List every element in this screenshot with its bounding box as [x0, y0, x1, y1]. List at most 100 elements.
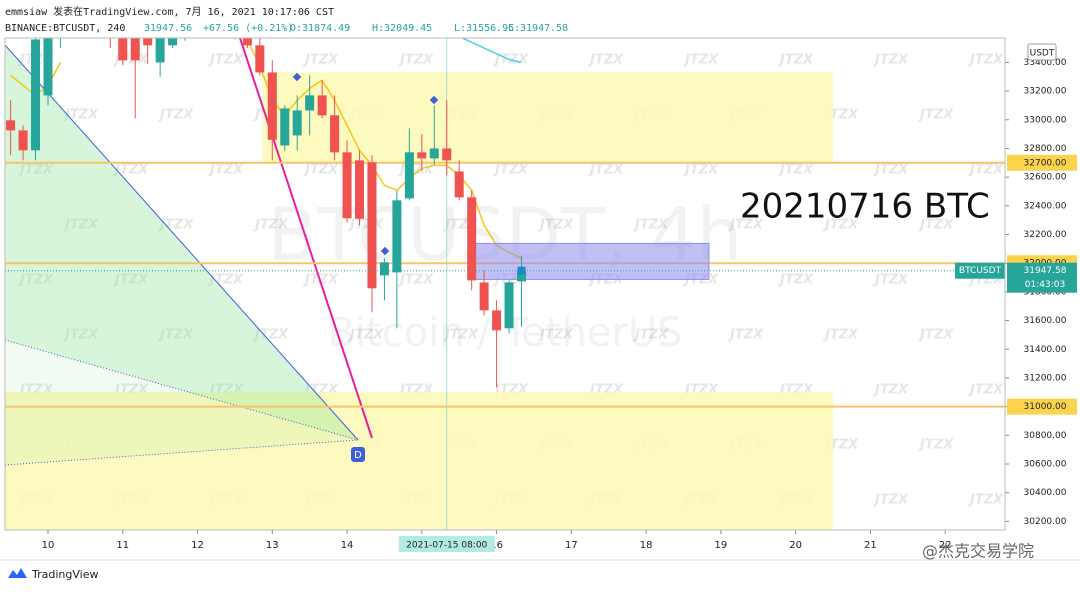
- fan-line: [5, 44, 359, 441]
- stamp: JTZX: [822, 328, 859, 343]
- credit: @杰克交易学院: [922, 542, 1034, 561]
- stamp: JTZX: [777, 163, 814, 178]
- candle-body: [492, 310, 502, 331]
- candle-body: [479, 282, 489, 311]
- stamp: JTZX: [967, 53, 1004, 68]
- stamp: JTZX: [157, 108, 194, 123]
- fan-line: [5, 339, 359, 441]
- y-tick-label: 31600.00: [1024, 316, 1067, 326]
- candle-body: [6, 120, 16, 131]
- stamp: JTZX: [967, 163, 1004, 178]
- stamp: JTZX: [917, 328, 954, 343]
- crosshair-label-bg: [398, 536, 495, 552]
- price-label-bg: [1007, 398, 1077, 415]
- header-high: H:32049.45: [372, 23, 432, 34]
- stamp: JTZX: [777, 53, 814, 68]
- stamp: JTZX: [917, 438, 954, 453]
- y-tick-label: 31200.00: [1024, 373, 1067, 383]
- candle-body: [168, 38, 178, 46]
- stamp: JTZX: [492, 163, 529, 178]
- header-change: +67.56 (+0.21%): [203, 23, 293, 34]
- stamp: JTZX: [872, 53, 909, 68]
- candle-body: [417, 152, 427, 159]
- stamp: JTZX: [397, 163, 434, 178]
- stamp: JTZX: [587, 53, 624, 68]
- y-tick-label: 30800.00: [1024, 431, 1067, 441]
- x-tick-label: 21: [864, 540, 877, 551]
- stamp: JTZX: [632, 218, 669, 233]
- candle-body: [379, 262, 389, 276]
- last-marker: [517, 266, 526, 275]
- stamp: JTZX: [917, 108, 954, 123]
- zone: [262, 72, 834, 163]
- stamp: JTZX: [967, 493, 1004, 508]
- stamp: JTZX: [917, 218, 954, 233]
- stamp: JTZX: [537, 328, 574, 343]
- x-tick-label: 20: [789, 540, 802, 551]
- candle-body: [155, 38, 165, 63]
- stamp: JTZX: [17, 163, 54, 178]
- stamp: JTZX: [157, 328, 194, 343]
- stamp: JTZX: [682, 53, 719, 68]
- candle-body: [392, 200, 402, 273]
- stamp: JTZX: [302, 53, 339, 68]
- stamp: JTZX: [397, 273, 434, 288]
- stamp: JTZX: [207, 273, 244, 288]
- y-tick-label: 31400.00: [1024, 345, 1067, 355]
- currency-box: [1027, 43, 1057, 61]
- stamp: JTZX: [727, 328, 764, 343]
- x-tick-label: 10: [42, 540, 55, 551]
- brand-logo: [8, 568, 27, 578]
- point-marker-label: D: [354, 450, 362, 461]
- axes: 1011121314151617181920212230200.0030400.…: [42, 58, 1077, 552]
- y-tick-label: 32200.00: [1024, 230, 1067, 240]
- stamp: JTZX: [872, 273, 909, 288]
- candle-body: [404, 152, 414, 199]
- candle-body: [130, 38, 140, 61]
- fan-fill: [5, 340, 358, 465]
- stamp: JTZX: [207, 163, 244, 178]
- stamp: JTZX: [112, 163, 149, 178]
- moving-average: [460, 38, 522, 64]
- candle-body: [330, 115, 340, 153]
- candle-body: [355, 160, 365, 219]
- range-box: [471, 242, 710, 280]
- candle-body: [242, 38, 252, 46]
- candle-body: [31, 39, 41, 151]
- symbol-label-bg: [955, 262, 1005, 279]
- stamp: JTZX: [207, 53, 244, 68]
- stamp: JTZX: [302, 163, 339, 178]
- stamp: JTZX: [872, 493, 909, 508]
- stamp: JTZX: [252, 218, 289, 233]
- x-tick-label: 22: [939, 540, 952, 551]
- brand: TradingView: [31, 568, 98, 581]
- stamp: JTZX: [157, 218, 194, 233]
- candle-body: [267, 72, 277, 140]
- y-tick-label: 33000.00: [1024, 115, 1067, 125]
- stamp: JTZX: [62, 218, 99, 233]
- stamp: JTZX: [872, 163, 909, 178]
- stamp: JTZX: [967, 383, 1004, 398]
- stamp: JTZX: [682, 163, 719, 178]
- header-close: C:31947.58: [508, 23, 568, 34]
- crosshair-label: 2021-07-15 08:00: [406, 541, 487, 551]
- x-tick-label: 14: [341, 540, 354, 551]
- signal-marker: [429, 95, 439, 105]
- candle-body: [454, 171, 464, 198]
- candle-body: [517, 270, 527, 282]
- candle-body: [442, 148, 452, 161]
- candle-body: [467, 197, 477, 281]
- y-tick-label: 30200.00: [1024, 517, 1067, 527]
- header-low: L:31556.95: [454, 23, 514, 34]
- candle-body: [18, 130, 28, 151]
- candle-body: [504, 282, 514, 329]
- candle-body: [143, 38, 153, 46]
- price-label: 32700.00: [1024, 158, 1067, 168]
- stamp: JTZX: [872, 383, 909, 398]
- price-label-bg: [1007, 154, 1077, 171]
- stamp: JTZX: [632, 328, 669, 343]
- countdown: 01:43:03: [1025, 280, 1065, 290]
- y-tick-label: 32400.00: [1024, 201, 1067, 211]
- candle-body: [342, 152, 352, 219]
- candle-body: [255, 45, 265, 73]
